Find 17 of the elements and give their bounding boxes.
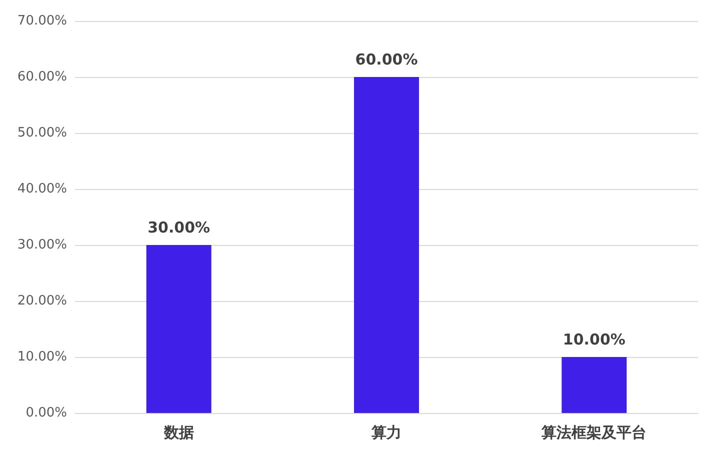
bar bbox=[354, 77, 419, 413]
x-tick-label: 算力 bbox=[370, 424, 402, 442]
bar bbox=[146, 245, 212, 413]
data-label: 10.00% bbox=[562, 330, 626, 348]
y-tick-label: 60.00% bbox=[17, 70, 67, 84]
y-tick-label: 40.00% bbox=[17, 182, 67, 196]
y-tick-label: 50.00% bbox=[17, 126, 67, 140]
x-tick-label: 算法框架及平台 bbox=[540, 424, 647, 442]
y-tick-label: 30.00% bbox=[17, 238, 67, 252]
data-label: 30.00% bbox=[148, 218, 210, 236]
bar bbox=[562, 357, 627, 413]
y-tick-label: 70.00% bbox=[17, 14, 67, 28]
x-tick-label: 数据 bbox=[162, 424, 194, 442]
y-tick-label: 20.00% bbox=[17, 294, 67, 308]
y-tick-label: 0.00% bbox=[26, 406, 67, 420]
y-tick-label: 10.00% bbox=[17, 350, 67, 364]
data-label: 60.00% bbox=[355, 50, 418, 68]
